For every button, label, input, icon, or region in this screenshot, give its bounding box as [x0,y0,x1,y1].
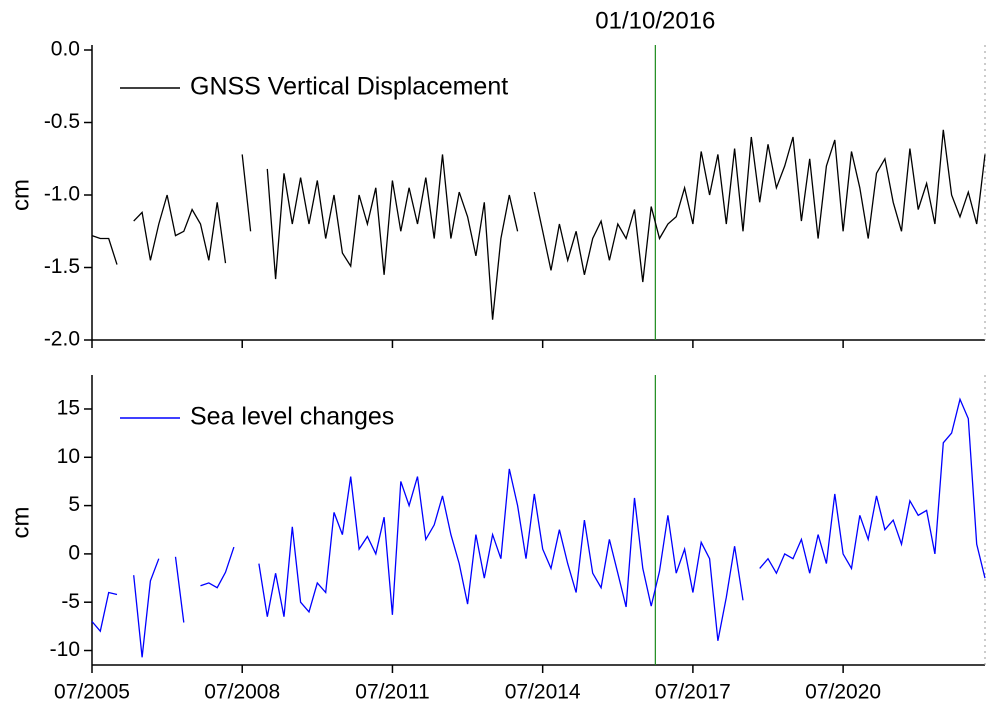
x-tick-label: 07/2017 [655,681,731,704]
legend-label: GNSS Vertical Displacement [190,73,508,101]
series-line [91,129,986,320]
x-tick-label: 07/2020 [805,681,881,704]
y-tick-label: -10 [50,638,80,661]
y-tick-label: -1.5 [44,255,80,278]
y-tick-label: 5 [68,493,80,516]
y-tick-label: 0 [68,541,80,564]
x-tick-label: 07/2008 [204,681,280,704]
y-axis-label: cm [7,179,34,211]
x-tick-label: 07/2014 [505,681,581,704]
y-tick-label: 15 [57,397,80,420]
y-tick-label: -5 [61,590,80,613]
y-tick-label: 0.0 [51,38,80,61]
y-tick-label: -0.5 [44,110,80,133]
x-tick-label: 07/2005 [54,681,130,704]
event-label: 01/10/2016 [595,7,715,34]
x-tick-label: 07/2011 [355,681,429,704]
y-axis-label: cm [7,507,34,539]
y-tick-label: -1.0 [44,183,80,206]
series-line [91,397,986,658]
legend-label: Sea level changes [190,403,394,431]
y-tick-label: 10 [57,445,80,468]
y-tick-label: -2.0 [44,328,80,351]
